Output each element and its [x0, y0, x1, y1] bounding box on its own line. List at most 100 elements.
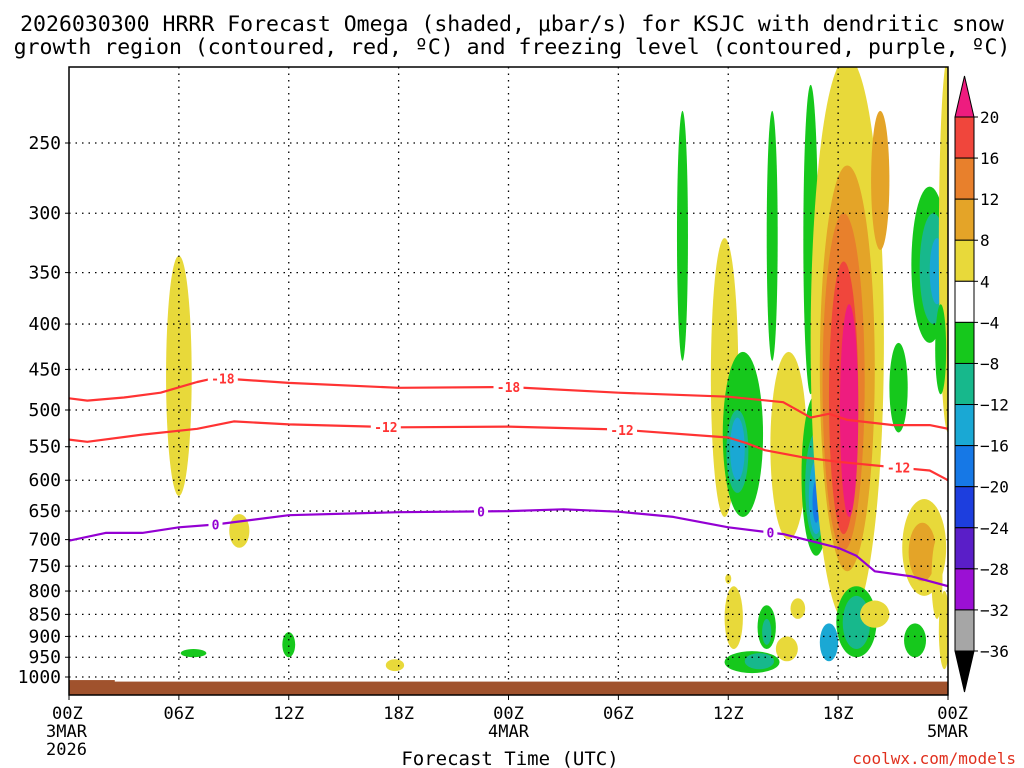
y-axis: 2503003504004505005506006507007508008509… [18, 133, 69, 688]
x-date-label: 4MAR [488, 722, 530, 742]
omega-region [676, 110, 688, 361]
terrain-step [69, 680, 115, 687]
contour-label: -12 [374, 421, 397, 436]
y-tick-label: 950 [28, 647, 61, 668]
colorbar-label: 8 [980, 231, 990, 250]
colorbar-label: −24 [980, 519, 1009, 538]
contour-label-bg [370, 419, 401, 434]
y-tick-label: 500 [28, 400, 61, 421]
plot-area: -18 -18 -12 -12 -12 0 0 0 [68, 66, 949, 696]
colorbar-segment [954, 568, 975, 611]
x-tick-label: 18Z [823, 704, 854, 724]
omega-region [166, 255, 192, 496]
temperature-contours: -18 -18 -12 -12 -12 0 0 0 [69, 371, 948, 588]
colorbar-label: −28 [980, 560, 1009, 579]
contour-label: -18 [211, 372, 235, 387]
colorbar-label: −20 [980, 478, 1009, 497]
omega-region [935, 304, 947, 395]
omega-region [938, 591, 948, 670]
y-tick-label: 700 [28, 530, 61, 551]
chart-title-line-1: 2026030300 HRRR Forecast Omega (shaded, … [20, 12, 1004, 37]
colorbar-segment [954, 404, 975, 447]
omega-region [860, 600, 890, 628]
y-tick-label: 350 [28, 263, 61, 284]
y-tick-label: 450 [28, 359, 61, 380]
colorbar-label: −32 [980, 601, 1009, 620]
chart-title-line-2: growth region (contoured, red, ºC) and f… [14, 35, 1011, 60]
colorbar-label: −36 [980, 642, 1009, 661]
y-tick-label: 300 [28, 203, 61, 224]
omega-region [762, 618, 772, 645]
colorbar-label: −16 [980, 437, 1009, 456]
omega-region [790, 598, 806, 619]
omega-region [766, 110, 778, 361]
omega-region [744, 653, 775, 670]
colorbar-top-arrow [954, 75, 975, 118]
colorbar-segment [954, 609, 975, 652]
colorbar-segment [954, 527, 975, 570]
omega-region [229, 514, 250, 548]
omega-region [871, 110, 890, 250]
omega-region [904, 623, 927, 658]
y-tick-label: 400 [28, 314, 61, 335]
y-tick-label: 850 [28, 604, 61, 625]
x-tick-label: 00Z [52, 704, 83, 724]
x-tick-label: 12Z [713, 704, 744, 724]
contour-label: -18 [497, 381, 521, 396]
colorbar-segment [954, 362, 975, 406]
omega-region [775, 636, 798, 662]
colorbar-label: 4 [980, 272, 990, 291]
omega-region [730, 417, 745, 481]
contour-label-bg [763, 525, 778, 540]
omega-region [180, 649, 207, 658]
y-tick-label: 550 [28, 437, 61, 458]
omega-region [819, 623, 839, 662]
x-date-label: 2026 [46, 740, 87, 760]
colorbar-segment [954, 157, 975, 200]
omega-shading [166, 67, 948, 674]
colorbar-bottom-arrow [954, 650, 975, 693]
contour-label: 0 [212, 518, 220, 533]
y-tick-label: 750 [28, 556, 61, 577]
contour-label-bg [607, 422, 638, 437]
credit-link[interactable]: coolwx.com/models [852, 749, 1016, 768]
contour-line [69, 376, 948, 430]
contour-label: 0 [477, 505, 485, 520]
contour-line [69, 508, 948, 588]
terrain-bar [69, 680, 948, 695]
contour-label: -12 [887, 462, 910, 477]
x-date-label: 5MAR [927, 722, 969, 742]
omega-region [770, 351, 807, 540]
colorbar-label: −8 [980, 354, 999, 373]
terrain-ground [69, 681, 948, 695]
colorbar-segment [954, 280, 975, 323]
contour-label-bg [474, 504, 489, 519]
y-tick-label: 800 [28, 581, 61, 602]
x-tick-label: 18Z [383, 704, 414, 724]
omega-region [385, 659, 405, 672]
contour-label-bg [883, 460, 914, 475]
contour-label-bg [493, 379, 524, 394]
colorbar-segment [954, 445, 975, 488]
colorbar-segment [954, 116, 975, 159]
grid-lines [69, 67, 948, 695]
omega-region [931, 539, 943, 619]
colorbar-segment [954, 486, 975, 529]
x-tick-label: 00Z [493, 704, 524, 724]
x-tick-label: 12Z [273, 704, 304, 724]
contour-label: -12 [610, 424, 633, 439]
colorbar-label: 16 [980, 149, 999, 168]
colorbar-segment [954, 239, 975, 282]
colorbar-segment [954, 321, 975, 364]
contour-label-bg [208, 517, 223, 532]
y-tick-label: 250 [28, 133, 61, 154]
colorbar-segment [954, 198, 975, 241]
omega-region [282, 632, 296, 658]
colorbar-label: −4 [980, 313, 999, 332]
colorbar-label: 20 [980, 108, 999, 127]
colorbar-label: −12 [980, 396, 1009, 415]
colorbar-label: 12 [980, 190, 999, 209]
contour-label: 0 [766, 527, 774, 542]
